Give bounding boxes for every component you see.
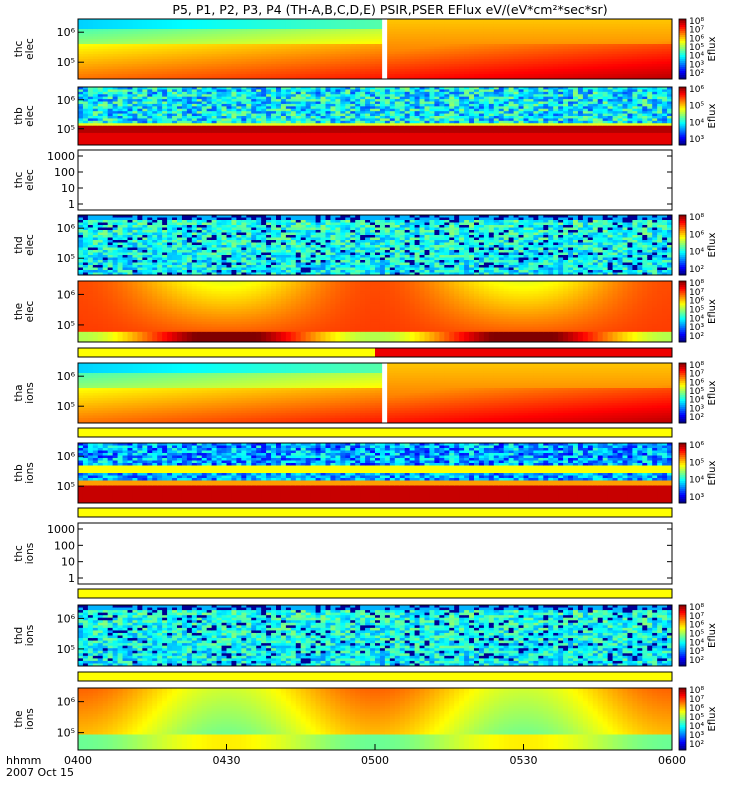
y-tick-label: 10⁵ [57,56,75,69]
spectrogram [78,19,673,80]
data-gap [382,19,387,79]
page-title: P5, P1, P2, P3, P4 (TH-A,B,C,D,E) PSIR,P… [172,2,607,17]
colorbar-label: Eflux [707,36,718,61]
y-tick-label: 10⁶ [57,26,76,39]
y-axis-label: elec [24,38,36,60]
panel-thb-elec: 10⁶10⁵10⁴10³Eflux10⁶10⁵thb elec [13,85,718,146]
colorbar: 10⁸10⁷10⁶10⁵10⁴10³10²Eflux [679,17,718,79]
colorbar-tick-label: 10² [689,69,704,79]
spectrogram [78,87,673,146]
